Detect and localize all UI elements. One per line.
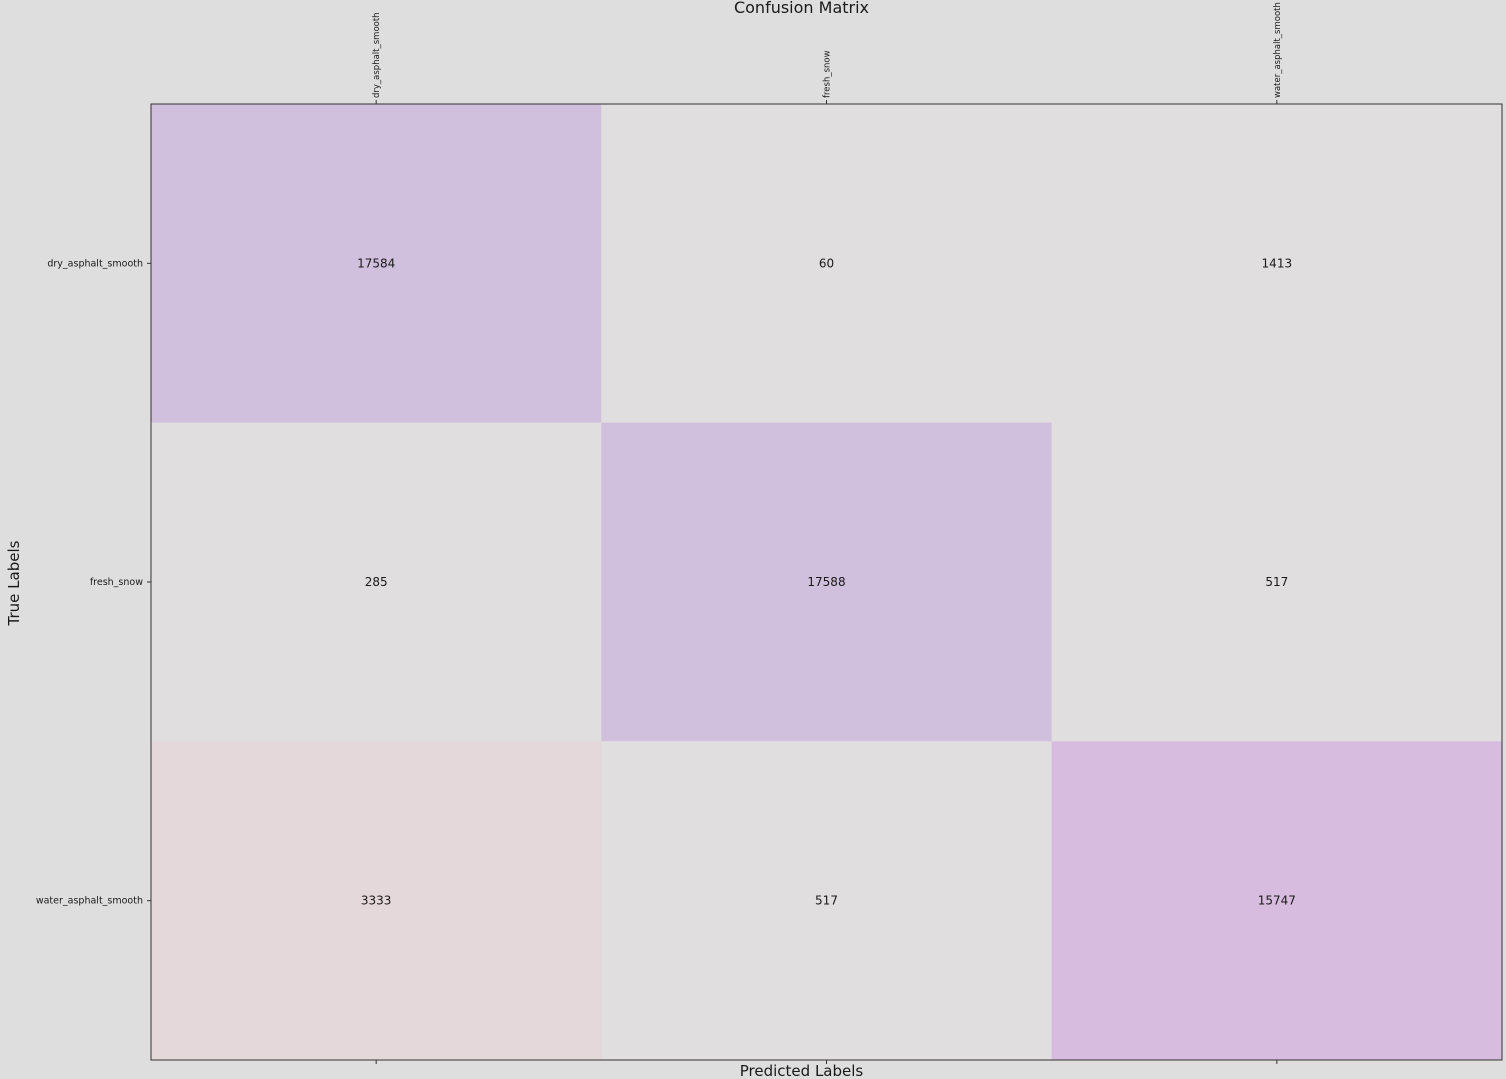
heatmap-cell [1051,741,1502,1060]
heatmap-cell [1051,422,1502,742]
heatmap-cell [601,104,1052,423]
cell-value-label: 285 [365,575,388,589]
chart-title: Confusion Matrix [734,0,869,17]
heatmap-cell [601,741,1052,1060]
cell-value-label: 60 [819,256,834,270]
cell-value-label: 15747 [1258,894,1296,908]
cell-value-label: 17588 [807,575,845,589]
cell-value-label: 17584 [357,256,395,270]
heatmap-cell [151,741,602,1060]
cell-value-label: 517 [1265,575,1288,589]
y-tick-label: fresh_snow [90,577,143,588]
x-tick-label: dry_asphalt_smooth [372,12,382,98]
y-tick-label: dry_asphalt_smooth [47,258,143,269]
cell-value-label: 517 [815,894,838,908]
heatmap-cell [151,422,602,742]
cell-value-label: 1413 [1262,256,1293,270]
y-axis-label: True Labels [5,540,23,626]
x-tick-label: fresh_snow [823,50,833,98]
x-axis-label: Predicted Labels [740,1062,864,1079]
heatmap-cell [1051,104,1502,423]
x-tick-label: water_asphalt_smooth [1273,2,1283,98]
y-tick-label: water_asphalt_smooth [36,896,143,907]
heatmap-cell [601,422,1052,742]
heatmap-cell [151,104,602,423]
cell-value-label: 3333 [361,894,392,908]
